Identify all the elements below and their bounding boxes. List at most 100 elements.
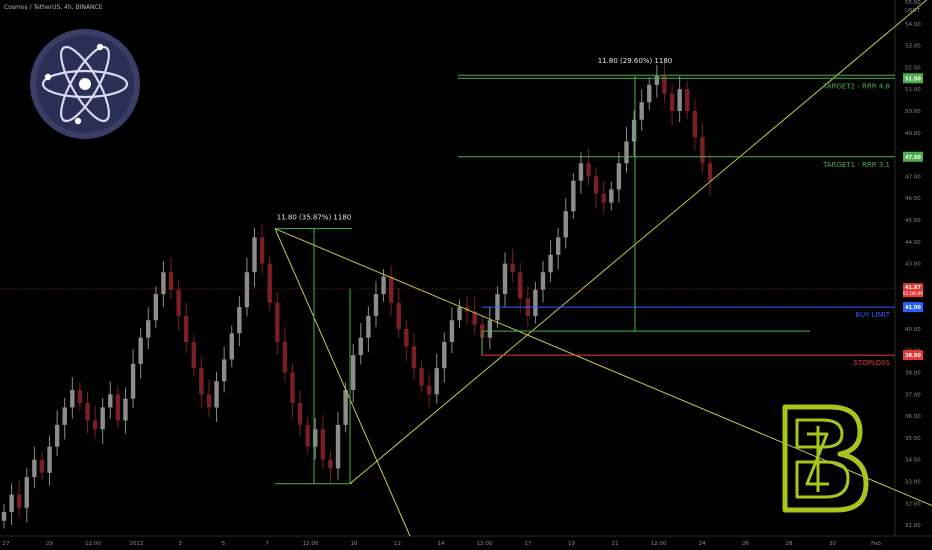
- candle-body: [62, 407, 67, 425]
- candle-body: [540, 272, 546, 290]
- candle-body: [305, 424, 310, 447]
- descending-trendline[interactable]: [274, 228, 932, 506]
- candle-body: [593, 176, 599, 194]
- candle-body: [388, 276, 394, 303]
- price-tick-label: 38.00: [905, 371, 921, 377]
- candle-body: [320, 429, 326, 460]
- zb-brand-icon: [782, 404, 869, 513]
- candle-body: [244, 272, 250, 308]
- symbol-header: Cosmos / TetherUS, 4h, BINANCE: [4, 4, 103, 11]
- time-tick-label: 21: [612, 541, 619, 547]
- candle-body: [502, 263, 508, 295]
- price-tick-label: 52.00: [905, 65, 921, 71]
- time-tick-label: 12: [394, 541, 401, 547]
- candle-body: [290, 372, 295, 404]
- candle-body: [472, 311, 477, 325]
- candle-body: [183, 315, 189, 343]
- candle-body: [411, 346, 417, 369]
- candle-body: [70, 389, 75, 408]
- current-price-countdown: 01:06:49: [903, 291, 923, 297]
- candle-body: [267, 263, 272, 303]
- ascending-trendline[interactable]: [349, 0, 932, 485]
- candle-body: [358, 337, 363, 356]
- candle-body: [685, 89, 690, 111]
- time-tick-label: 19: [568, 541, 575, 547]
- level-price-tag: [903, 151, 923, 162]
- candle-body: [457, 307, 462, 321]
- time-tick-label: 27: [3, 541, 10, 547]
- candle-body: [654, 76, 660, 85]
- candle-body: [616, 163, 622, 190]
- candle-body: [449, 320, 455, 343]
- price-tick-label: 37.00: [905, 392, 921, 398]
- candle-body: [586, 163, 591, 177]
- level-label: BUY LIMIT: [855, 311, 890, 319]
- candle-body: [16, 494, 22, 508]
- candle-body: [297, 403, 303, 425]
- measurement-tools: 11.80 (35.87%) 1180 11.80 (29.60%) 1180: [275, 57, 810, 485]
- price-tick-label: 55.00: [905, 0, 921, 6]
- time-tick-label: 24: [699, 541, 706, 547]
- price-tick-label: 34.00: [905, 458, 921, 464]
- candle-body: [77, 389, 83, 404]
- price-levels: TARGET2 - RRR 4.8 51.50 TARGET1 - RRR 3.1 4…: [0, 73, 923, 367]
- price-tick-label: 46.00: [905, 196, 921, 202]
- time-tick-label: 12:00: [85, 541, 101, 547]
- price-tick-label: 32.00: [905, 501, 921, 507]
- candle-body: [282, 342, 288, 373]
- candle-body: [92, 420, 98, 430]
- time-tick-label: 10: [351, 541, 358, 547]
- candle-body: [115, 394, 121, 421]
- time-tick-label: 2022: [130, 541, 144, 547]
- candle-body: [366, 315, 371, 338]
- candle-body: [328, 459, 333, 469]
- candle-body: [1, 512, 7, 521]
- candle-body: [518, 272, 523, 299]
- time-tick-label: 5: [222, 541, 226, 547]
- price-tick-label: 36.00: [905, 414, 921, 420]
- candle-body: [130, 363, 136, 399]
- candle-body: [426, 385, 432, 395]
- time-tick-label: 28: [786, 541, 793, 547]
- candle-body: [168, 272, 174, 290]
- steep-trendline[interactable]: [274, 228, 411, 537]
- trendlines: [274, 0, 932, 537]
- candle-body: [237, 307, 242, 334]
- level-price-tag-text: 51.50: [905, 76, 921, 82]
- candle-body: [191, 342, 196, 369]
- level-label: STOPLOSS: [854, 359, 891, 367]
- price-tick-label: 43.00: [905, 262, 921, 268]
- time-tick-label: 3: [178, 541, 182, 547]
- candle-body: [487, 320, 493, 338]
- price-tick-label: 40.00: [905, 327, 921, 333]
- candle-body: [24, 477, 29, 508]
- candle-body: [677, 89, 682, 111]
- candle-body: [692, 110, 698, 138]
- time-axis[interactable]: 27 29 12:00 2022 3 5 7 12:00 10 12 14 12:00 17 19 21 12…: [3, 541, 882, 547]
- candle-body: [624, 141, 629, 164]
- candle-body: [176, 289, 181, 316]
- candle-body: [108, 394, 113, 408]
- candle-body: [631, 119, 637, 142]
- candle-body: [32, 459, 37, 478]
- price-tick-label: 31.00: [905, 523, 921, 529]
- candle-body: [206, 394, 212, 408]
- candle-body: [381, 276, 386, 295]
- time-tick-label: 29: [46, 541, 53, 547]
- candle-body: [138, 337, 143, 364]
- candle-body: [609, 189, 614, 203]
- candle-body: [153, 294, 159, 321]
- candle-body: [707, 163, 713, 181]
- candle-body: [404, 328, 409, 347]
- candle-body: [419, 368, 424, 386]
- candle-body: [396, 302, 401, 329]
- price-tick-label: 49.00: [905, 131, 921, 137]
- candle-body: [647, 84, 652, 103]
- level-price-tag: [903, 350, 923, 361]
- candle-body: [343, 389, 348, 425]
- candle-body: [85, 403, 90, 421]
- price-tick-label: 54.00: [905, 22, 921, 28]
- candle-body: [252, 237, 257, 273]
- time-tick-label: 14: [438, 541, 445, 547]
